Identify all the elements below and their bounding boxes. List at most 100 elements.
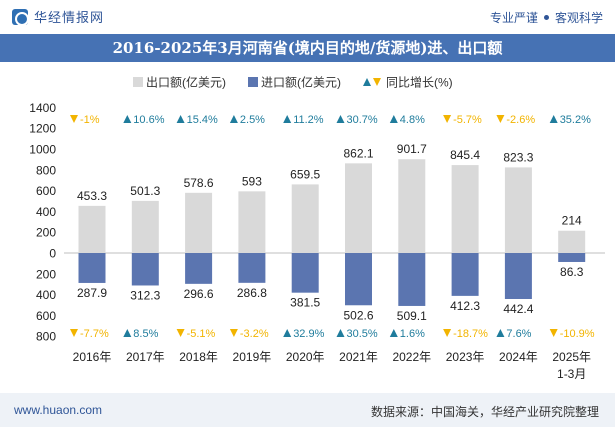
- growth-arrow-up-icon: [283, 329, 292, 337]
- import-growth-label: 7.6%: [506, 328, 531, 340]
- y-tick-label: 600: [36, 184, 56, 198]
- tagline-left: 专业严谨: [489, 11, 538, 25]
- import-bar: [558, 253, 586, 262]
- y-tick-label: 200: [36, 267, 56, 281]
- import-bar: [398, 253, 426, 306]
- growth-arrow-up-icon: [123, 329, 132, 337]
- brand: 华经情报网: [12, 7, 104, 26]
- import-value-label: 442.4: [503, 302, 533, 316]
- export-growth-label: -1%: [80, 114, 100, 126]
- import-value-label: 86.3: [560, 265, 584, 279]
- footer-source: 数据来源：中国海关，华经产业研究院整理: [370, 405, 599, 419]
- brand-name: 华经情报网: [34, 10, 105, 25]
- growth-arrow-up-icon: [496, 329, 505, 337]
- import-bar: [504, 253, 532, 300]
- import-growth-label: 1.6%: [400, 328, 425, 340]
- growth-arrow-down-icon: [496, 115, 505, 123]
- growth-arrow-up-icon: [123, 115, 132, 123]
- export-bar: [238, 191, 266, 253]
- import-growth-label: -18.7%: [453, 328, 488, 340]
- y-tick-label: 400: [36, 288, 56, 302]
- import-bar: [78, 253, 106, 283]
- tagline: 专业严谨 客观科学: [490, 9, 603, 26]
- export-bar: [185, 192, 213, 253]
- legend-label: 进口额(亿美元): [261, 75, 341, 90]
- import-bar: [238, 253, 266, 283]
- x-tick-label: 2016年: [73, 350, 112, 364]
- growth-arrow-down-icon: [549, 329, 558, 337]
- import-value-label: 287.9: [77, 286, 107, 300]
- x-tick-label: 2018年: [179, 350, 218, 364]
- y-tick-label: 200: [36, 226, 56, 240]
- import-bar: [131, 253, 159, 286]
- export-growth-label: 11.2%: [293, 114, 324, 126]
- export-bar: [558, 230, 586, 253]
- legend-label: 同比增长(%): [386, 76, 453, 90]
- export-value-label: 501.3: [130, 184, 160, 198]
- growth-arrow-down-icon: [443, 115, 452, 123]
- x-tick-label: 2021年: [339, 350, 378, 364]
- export-value-label: 214: [562, 214, 582, 228]
- x-tick-label: 2019年: [233, 350, 272, 364]
- y-tick-label: 0: [49, 247, 56, 261]
- legend-label: 出口额(亿美元): [146, 75, 226, 90]
- import-value-label: 312.3: [130, 288, 160, 302]
- import-growth-label: -3.2%: [240, 328, 269, 340]
- growth-arrow-up-icon: [283, 115, 292, 123]
- chart-title: 2016-2025年3月河南省(境内目的地/货源地)进、出口额: [112, 39, 503, 57]
- growth-arrow-up-icon: [229, 115, 238, 123]
- x-tick-label: 2024年: [499, 350, 538, 364]
- separator-dot-icon: [543, 15, 549, 20]
- top-bar: 华经情报网 专业严谨 客观科学: [0, 0, 615, 34]
- export-growth-label: 2.5%: [240, 114, 265, 126]
- y-tick-label: 800: [36, 163, 56, 177]
- export-value-label: 578.6: [184, 176, 214, 190]
- export-value-label: 659.5: [290, 167, 320, 181]
- import-growth-label: -10.9%: [560, 328, 595, 340]
- y-tick-label: 1000: [29, 143, 56, 157]
- growth-arrow-up-icon: [389, 115, 398, 123]
- x-tick-label: 2022年: [392, 350, 431, 364]
- footer: www.huaon.com 数据来源：中国海关，华经产业研究院整理: [0, 393, 615, 427]
- footer-site: www.huaon.com: [14, 403, 103, 417]
- export-value-label: 593: [242, 174, 262, 188]
- export-value-label: 845.4: [450, 148, 480, 162]
- export-growth-label: 15.4%: [187, 114, 218, 126]
- export-bar: [504, 167, 532, 253]
- import-bar: [451, 253, 479, 296]
- export-bar: [451, 165, 479, 253]
- growth-arrow-down-icon: [70, 115, 78, 123]
- export-growth-label: 35.2%: [560, 114, 591, 126]
- import-value-label: 412.3: [450, 299, 480, 313]
- export-bar: [131, 200, 159, 253]
- chart-canvas: 出口额(亿美元) 进口额(亿美元) 同比增长(%) 1400 1200 1000 800 60…: [29, 75, 605, 381]
- import-growth-label: 32.9%: [293, 328, 324, 340]
- y-tick-label: 800: [36, 330, 56, 344]
- growth-arrow-down-icon: [70, 329, 78, 337]
- x-tick-label-line2: 1-3月: [557, 367, 586, 381]
- growth-arrow-down-icon: [443, 329, 452, 337]
- export-growth-label: 10.6%: [133, 114, 164, 126]
- import-value-label: 286.8: [237, 286, 267, 300]
- y-tick-label: 1200: [29, 122, 56, 136]
- import-value-label: 381.5: [290, 296, 320, 310]
- legend-arrow-up-icon: [363, 78, 371, 86]
- import-bar: [185, 253, 213, 284]
- export-bar: [345, 163, 372, 253]
- x-tick-label: 2025年: [552, 350, 591, 364]
- import-growth-label: 8.5%: [133, 328, 158, 340]
- import-value-label: 509.1: [397, 309, 427, 323]
- legend-swatch-export: [133, 77, 143, 87]
- import-growth-label: 30.5%: [347, 328, 378, 340]
- y-tick-label: 400: [36, 205, 56, 219]
- export-value-label: 453.3: [77, 189, 107, 203]
- export-growth-label: 30.7%: [347, 114, 378, 126]
- legend-arrow-down-icon: [373, 78, 381, 86]
- growth-arrow-up-icon: [336, 329, 345, 337]
- growth-arrow-up-icon: [549, 115, 558, 123]
- huajing-logo-icon: [12, 8, 29, 26]
- import-value-label: 296.6: [184, 287, 214, 301]
- export-growth-label: 4.8%: [400, 114, 425, 126]
- y-tick-label: 600: [36, 309, 56, 323]
- x-tick-label: 2023年: [446, 350, 485, 364]
